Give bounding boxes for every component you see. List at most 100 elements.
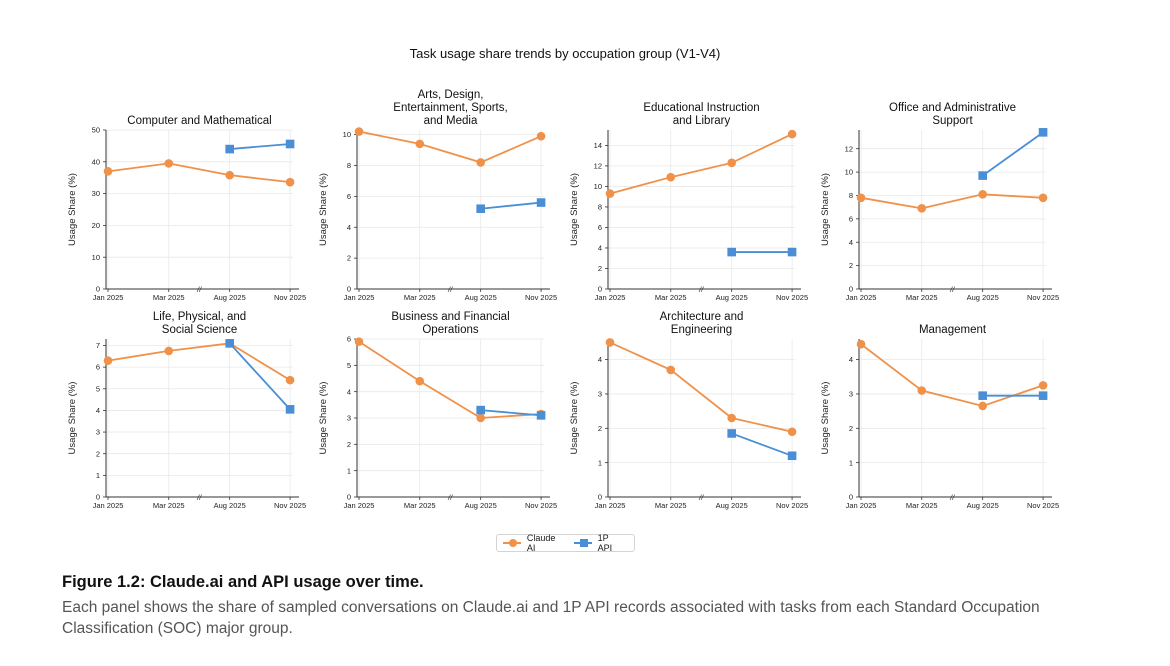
- y-axis-label: Usage Share (%): [569, 173, 580, 246]
- y-tick-label: 3: [96, 428, 100, 437]
- y-tick-label: 0: [347, 285, 351, 294]
- x-tick-label: Mar 2025: [655, 293, 687, 302]
- data-point-square: [476, 405, 485, 415]
- y-tick-label: 4: [96, 406, 100, 415]
- panel-title-line: Arts, Design,: [418, 89, 484, 101]
- panel-title-line: and Media: [424, 115, 478, 127]
- data-point-circle: [164, 346, 174, 356]
- series-line: [731, 432, 793, 457]
- data-point-circle: [415, 376, 425, 386]
- y-tick-label: 6: [347, 192, 351, 201]
- x-tick-label: Jan 2025: [595, 293, 626, 302]
- legend: Claude AI 1P API: [496, 533, 635, 553]
- chart-panel: 0 2 4 6 8 10 Jan 2025 Mar 2025 Aug 2025 Nov 2025 /…: [318, 89, 557, 302]
- data-point-circle: [605, 189, 615, 198]
- y-tick-label: 1: [96, 471, 100, 480]
- y-tick-label: 0: [347, 493, 351, 502]
- x-tick-label: Nov 2025: [1027, 293, 1059, 302]
- figure-title: Task usage share trends by occupation gr…: [409, 46, 721, 61]
- y-tick-label: 6: [96, 363, 100, 372]
- y-tick-label: 4: [598, 355, 602, 364]
- y-tick-label: 3: [598, 390, 602, 399]
- y-tick-label: 6: [849, 214, 853, 223]
- data-point-circle: [787, 129, 797, 139]
- data-point-circle: [354, 337, 364, 346]
- x-tick-label: Mar 2025: [153, 293, 185, 302]
- data-point-circle: [164, 159, 174, 168]
- series-line: [358, 130, 542, 164]
- x-tick-label: Aug 2025: [716, 501, 748, 510]
- x-tick-label: Nov 2025: [525, 501, 557, 510]
- x-tick-label: Jan 2025: [93, 501, 124, 510]
- data-point-square: [1038, 128, 1048, 137]
- x-tick-label: Mar 2025: [404, 293, 436, 302]
- axis-break-mark: //: [949, 493, 955, 502]
- data-point-circle: [103, 356, 113, 365]
- y-tick-label: 2: [347, 254, 351, 263]
- y-tick-label: 8: [598, 203, 602, 212]
- series-line: [229, 143, 291, 150]
- panel-title-line: Life, Physical, and: [153, 311, 246, 323]
- panel-title-line: Entertainment, Sports,: [393, 102, 507, 114]
- data-point-circle: [856, 339, 866, 349]
- data-point-square: [285, 405, 295, 414]
- panel-title-line: Educational Instruction: [643, 102, 759, 114]
- y-tick-label: 10: [845, 168, 853, 177]
- panel-title-line: Operations: [422, 324, 479, 336]
- x-tick-label: Mar 2025: [404, 501, 436, 510]
- x-tick-label: Aug 2025: [214, 293, 246, 302]
- data-point-square: [536, 411, 546, 420]
- legend-label: 1P API: [597, 533, 613, 553]
- y-axis-label: Usage Share (%): [569, 382, 580, 455]
- y-tick-label: 0: [598, 285, 602, 294]
- x-tick-label: Nov 2025: [776, 293, 808, 302]
- y-axis-label: Usage Share (%): [67, 173, 78, 246]
- panel-title-line: Engineering: [671, 324, 732, 336]
- y-tick-label: 0: [96, 285, 100, 294]
- axis-break-mark: //: [447, 285, 453, 294]
- y-tick-label: 6: [598, 223, 602, 232]
- data-point-square: [225, 144, 234, 154]
- x-tick-label: Aug 2025: [967, 293, 999, 302]
- data-point-square: [1038, 391, 1048, 400]
- chart-panel: 0 1 2 3 4 Jan 2025 Mar 2025 Aug 2025 Nov 2025 // U…: [820, 324, 1059, 510]
- data-point-circle: [727, 413, 736, 423]
- legend-swatch-circle: [503, 538, 521, 548]
- y-tick-label: 5: [96, 384, 100, 393]
- y-tick-label: 6: [347, 335, 351, 344]
- data-point-circle: [605, 338, 615, 347]
- legend-item-1p-api: 1P API: [573, 533, 622, 553]
- series-line: [860, 193, 1044, 210]
- x-tick-label: Aug 2025: [465, 293, 497, 302]
- data-point-circle: [978, 401, 987, 411]
- series-line: [107, 162, 291, 184]
- series-line: [107, 342, 291, 381]
- y-tick-label: 8: [849, 191, 853, 200]
- axis-break-mark: //: [949, 285, 955, 294]
- panel-title-line: and Library: [673, 115, 731, 127]
- y-tick-label: 0: [598, 493, 602, 502]
- x-tick-label: Aug 2025: [465, 501, 497, 510]
- y-tick-label: 4: [849, 355, 853, 364]
- y-tick-label: 4: [347, 223, 351, 232]
- y-tick-label: 2: [347, 440, 351, 449]
- y-axis-label: Usage Share (%): [820, 382, 831, 455]
- x-tick-label: Mar 2025: [655, 501, 687, 510]
- axis-break-mark: //: [196, 493, 202, 502]
- data-point-square: [225, 339, 234, 348]
- data-point-square: [978, 171, 987, 180]
- y-tick-label: 40: [92, 157, 100, 166]
- axis-break-mark: //: [196, 285, 202, 294]
- panel-title-line: Management: [919, 324, 987, 336]
- caption-title: Figure 1.2: Claude.ai and API usage over…: [62, 573, 424, 591]
- chart-panel: 0 1 2 3 4 Jan 2025 Mar 2025 Aug 2025 Nov 2025 // U…: [569, 311, 808, 510]
- data-point-circle: [103, 167, 113, 176]
- y-tick-label: 0: [849, 285, 853, 294]
- legend-label: Claude AI: [526, 533, 556, 553]
- data-point-circle: [978, 190, 987, 199]
- chart-panel: 0 10 20 30 40 50 Jan 2025 Mar 2025 Aug 2025 Nov 2…: [67, 115, 306, 302]
- y-tick-label: 0: [96, 493, 100, 502]
- y-axis-label: Usage Share (%): [67, 382, 78, 455]
- y-tick-label: 1: [849, 458, 853, 467]
- data-point-circle: [1038, 381, 1048, 390]
